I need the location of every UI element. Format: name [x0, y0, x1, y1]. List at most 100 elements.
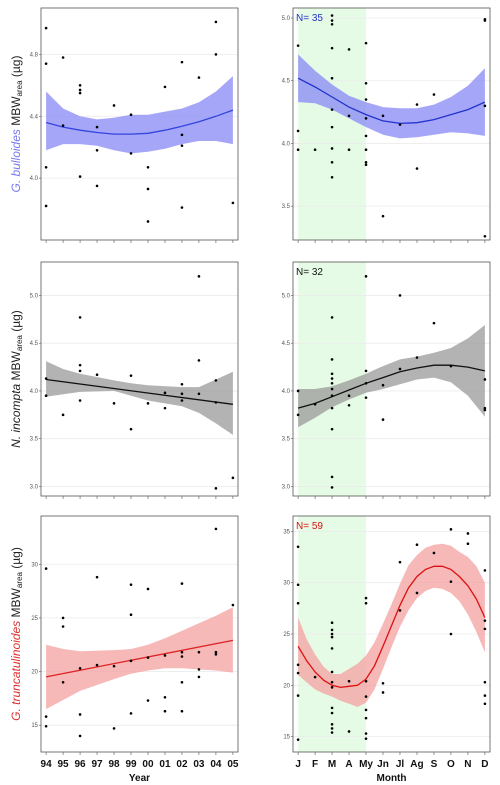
ylabel-metric: MBW — [9, 96, 23, 129]
data-point — [180, 680, 184, 684]
data-point — [330, 19, 334, 22]
data-point — [449, 528, 453, 531]
data-point — [129, 583, 133, 586]
ylabel-unit: (µg) — [9, 547, 23, 572]
data-point — [483, 627, 487, 631]
data-point — [180, 655, 184, 658]
data-point — [296, 389, 300, 393]
y-tick-label: 5.0 — [282, 293, 291, 299]
data-point — [112, 104, 116, 107]
y-tick-label: 35 — [283, 529, 290, 535]
data-point — [432, 551, 436, 555]
data-point — [61, 413, 65, 417]
data-point — [61, 625, 65, 628]
x-tick-label: 01 — [159, 759, 171, 770]
y-tick-label: 5.0 — [282, 16, 291, 22]
data-point — [330, 670, 334, 674]
y-tick-label: 4.0 — [30, 389, 39, 395]
y-tick-label: 4.5 — [282, 79, 291, 85]
data-point — [163, 406, 167, 410]
data-point — [381, 691, 385, 694]
data-point — [231, 476, 235, 480]
data-point — [381, 114, 385, 118]
data-point — [44, 204, 48, 208]
ylabel-species: G. truncatulinoides — [9, 621, 23, 721]
panel-frame — [292, 7, 491, 241]
data-point — [180, 709, 184, 713]
y-tick-label: 30 — [31, 562, 38, 568]
data-point — [330, 358, 334, 361]
data-point — [364, 369, 368, 373]
data-point — [330, 632, 334, 636]
panel-r2-c1: 15 20 25 30 35 J F M A My Jn Jl Ag S O N D Month N= 59 — [283, 515, 491, 784]
ylabel-metric: MBW — [9, 587, 23, 620]
confidence-band — [298, 325, 485, 428]
data-point — [466, 532, 470, 535]
data-point — [129, 152, 133, 155]
data-point — [330, 711, 334, 715]
data-point — [347, 679, 351, 683]
x-tick-label: 98 — [108, 759, 120, 770]
data-point — [483, 702, 487, 706]
panel-r2-c0: 15 20 25 30 94 95 96 97 98 99 00 01 02 03 04 05 Year — [31, 515, 239, 784]
data-point — [330, 147, 334, 150]
season-shading — [298, 8, 367, 240]
y-tick-label: 3.0 — [30, 484, 39, 490]
data-point — [381, 681, 385, 685]
data-point — [112, 664, 116, 668]
data-point — [347, 48, 351, 51]
x-tick-label: 03 — [193, 759, 205, 770]
data-point — [330, 23, 334, 26]
data-point — [129, 613, 133, 616]
data-point — [214, 53, 218, 56]
data-point — [296, 694, 300, 697]
data-point — [364, 679, 368, 683]
data-point — [330, 686, 334, 689]
data-point — [44, 62, 48, 65]
panel-frame — [40, 515, 239, 753]
data-point — [347, 403, 351, 407]
data-point — [296, 545, 300, 549]
y-tick-label: 4.0 — [282, 141, 291, 147]
data-point — [330, 316, 334, 319]
data-point — [415, 356, 419, 359]
x-tick-label: N — [464, 759, 471, 770]
data-point — [296, 583, 300, 587]
data-point — [129, 659, 133, 663]
data-point — [364, 117, 368, 120]
data-point — [364, 163, 368, 167]
data-point — [364, 737, 368, 740]
data-point — [415, 591, 419, 595]
data-point — [364, 160, 368, 164]
sample-size-label: N= 32 — [296, 267, 323, 278]
data-point — [364, 732, 368, 735]
data-point — [398, 367, 402, 371]
data-point — [347, 730, 351, 733]
data-point — [381, 418, 385, 421]
data-point — [296, 738, 300, 741]
data-point — [330, 628, 334, 632]
panel-r1-c1: 3.0 3.5 4.0 4.5 5.0 N= 32 — [282, 261, 491, 499]
data-point — [330, 731, 334, 734]
x-tick-label: Ag — [410, 759, 423, 770]
data-point — [364, 381, 368, 385]
data-point — [347, 114, 351, 118]
x-tick-label: 95 — [58, 759, 70, 770]
y-tick-label: 5.0 — [30, 293, 39, 299]
data-point — [296, 148, 300, 152]
data-point — [483, 680, 487, 684]
x-tick-label: 94 — [41, 759, 53, 770]
data-point — [180, 392, 184, 396]
data-point — [330, 381, 334, 385]
data-point — [381, 214, 385, 218]
data-point — [296, 44, 300, 47]
data-point — [214, 379, 218, 382]
y-tick-label: 4.0 — [30, 176, 39, 182]
data-point — [296, 671, 300, 675]
data-point — [330, 486, 334, 489]
x-tick-label: 05 — [227, 759, 239, 770]
data-point — [330, 635, 334, 639]
data-point — [483, 378, 487, 381]
data-point — [197, 668, 201, 671]
data-point — [415, 103, 419, 106]
